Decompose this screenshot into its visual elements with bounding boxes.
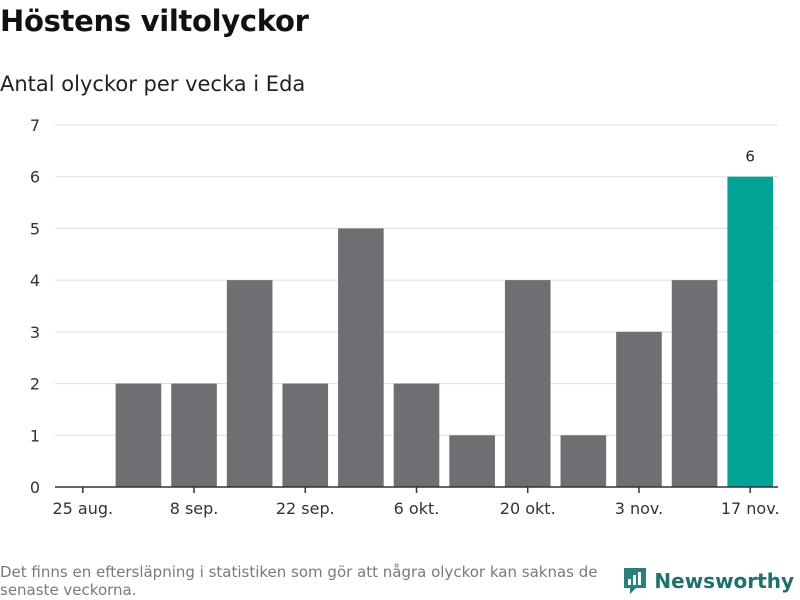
y-tick-label: 4 [30,271,40,290]
y-axis-ticks: 0 1 2 3 4 5 6 7 [30,116,40,497]
x-tick-label: 20 okt. [500,499,556,518]
x-tick-label: 22 sep. [276,499,335,518]
chart-title: Höstens viltolyckor [0,4,309,38]
brand: Newsworthy [622,566,794,596]
bar [671,280,718,487]
bar [171,383,217,487]
y-tick-label: 7 [30,116,40,135]
bar [449,435,495,487]
bar [115,383,162,487]
footnote: Det finns en eftersläpning i statistiken… [0,563,598,599]
data-labels: 6 [745,148,755,166]
x-tick-label: 6 okt. [394,499,440,518]
y-tick-label: 1 [30,426,40,445]
y-tick-label: 6 [30,168,40,187]
y-tick-label: 5 [30,219,40,238]
newsworthy-logo-icon [624,568,647,594]
x-tick-label: 25 aug. [52,499,113,518]
chart-subtitle: Antal olyckor per vecka i Eda [0,72,306,96]
brand-name: Newsworthy [654,569,794,593]
bar [560,435,607,487]
bar [338,228,384,487]
bar [616,331,662,487]
x-axis: 25 aug. 8 sep. 22 sep. 6 okt. 20 okt. 3 nov. 1… [52,486,780,518]
data-label: 6 [745,148,755,166]
x-tick-label: 17 nov. [721,499,780,518]
y-tick-label: 3 [30,323,40,342]
y-tick-label: 2 [30,375,40,394]
bar-chart: 0 1 2 3 4 5 6 7 25 aug. 8 sep. 22 sep. 6 okt. 20 ok… [30,116,780,518]
bar [393,383,440,487]
bar [226,280,273,487]
bar [504,280,551,487]
x-tick-label: 8 sep. [170,499,219,518]
bar [282,383,329,487]
bar-highlight [727,176,773,487]
x-tick-label: 3 nov. [615,499,664,518]
y-tick-label: 0 [30,478,40,497]
bars [115,176,773,487]
